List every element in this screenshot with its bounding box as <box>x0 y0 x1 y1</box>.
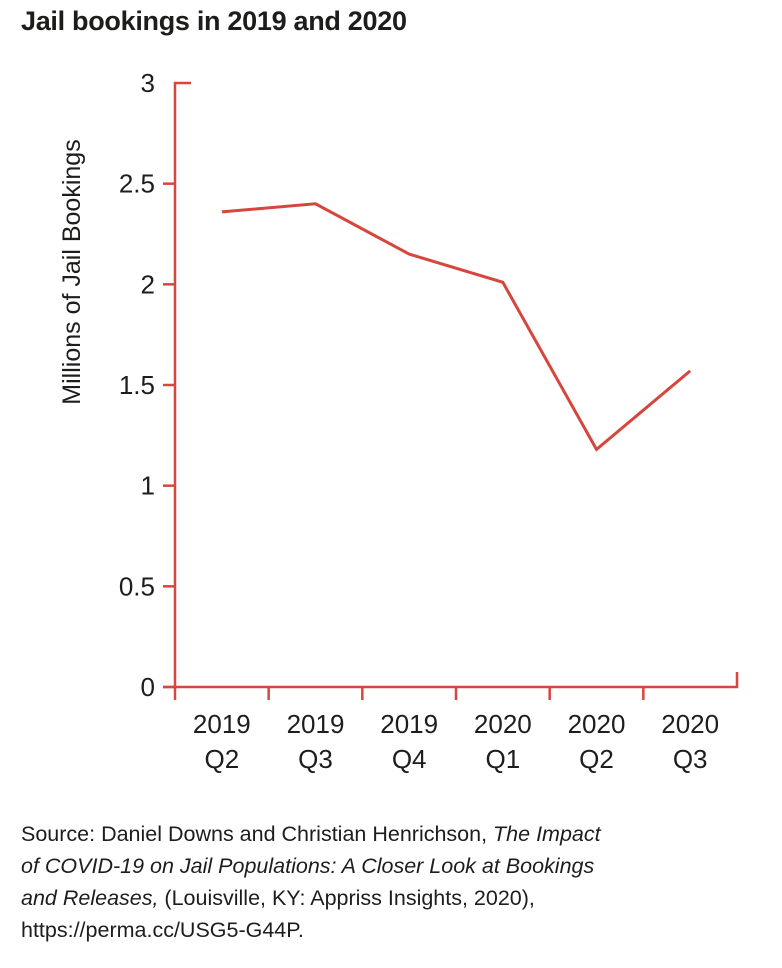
data-line <box>221 202 692 452</box>
y-tick-label: 1.5 <box>119 370 155 400</box>
y-tick-label: 2.5 <box>119 169 155 199</box>
x-tick-label-quarter: Q3 <box>673 744 708 774</box>
source-citation: Source: Daniel Downs and Christian Henri… <box>21 818 761 946</box>
line-chart: 3 2.5 2 1.5 1 0.5 0 2019 Q2 2019 Q3 2019 Q4 2020 Q1 202… <box>58 68 739 774</box>
source-text: (Louisville, KY: Appriss Insights, 2020)… <box>158 886 535 910</box>
source-text: https://perma.cc/USG5-G44P. <box>21 918 304 942</box>
y-tick-label: 0 <box>141 672 155 702</box>
x-tick-label-quarter: Q2 <box>579 744 614 774</box>
source-text-italic: The Impact <box>493 822 601 846</box>
source-text-italic: of COVID-19 on Jail Populations: A Close… <box>21 854 595 878</box>
x-tick-label-year: 2020 <box>474 709 532 739</box>
y-tick-label: 2 <box>141 269 155 299</box>
y-tick-label: 0.5 <box>119 571 155 601</box>
source-line: and Releases, (Louisville, KY: Appriss I… <box>21 882 761 914</box>
chart-title: Jail bookings in 2019 and 2020 <box>21 6 407 36</box>
y-tick-label: 1 <box>141 471 155 501</box>
source-text-italic: and Releases, <box>21 886 159 910</box>
x-tick-label-quarter: Q1 <box>485 744 520 774</box>
source-line: Source: Daniel Downs and Christian Henri… <box>21 818 761 850</box>
x-tick-label-quarter: Q3 <box>298 744 333 774</box>
x-tick-label-quarter: Q2 <box>204 744 239 774</box>
source-text: Source: Daniel Downs and Christian Henri… <box>21 822 494 846</box>
x-tick-label-year: 2020 <box>568 709 626 739</box>
y-axis-title: Millions of Jail Bookings <box>58 139 86 404</box>
chart-root: 3 2.5 2 1.5 1 0.5 0 2019 Q2 2019 Q3 2019 Q4 2020 Q1 202… <box>119 68 739 774</box>
source-line: of COVID-19 on Jail Populations: A Close… <box>21 850 761 882</box>
x-axis-line <box>163 672 739 689</box>
y-axis-line <box>173 81 191 700</box>
x-tick-label-year: 2019 <box>287 709 345 739</box>
x-tick-label-year: 2019 <box>380 709 438 739</box>
x-tick-label-year: 2019 <box>193 709 251 739</box>
y-tick-label: 3 <box>141 68 155 98</box>
x-tick-label-year: 2020 <box>661 709 719 739</box>
x-tick-label-quarter: Q4 <box>392 744 427 774</box>
source-line source-url: https://perma.cc/USG5-G44P. <box>21 914 761 946</box>
